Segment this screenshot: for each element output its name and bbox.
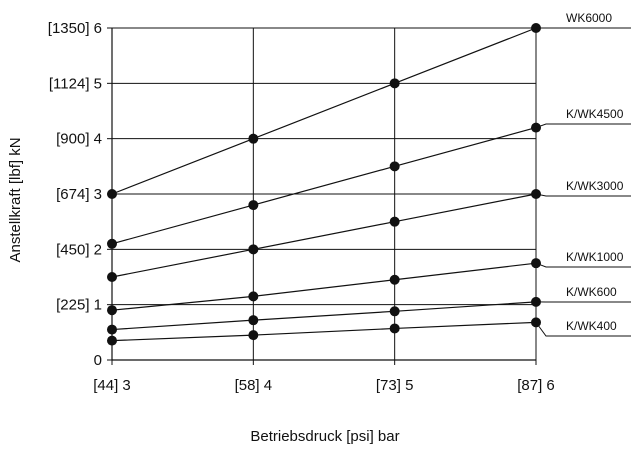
data-point: [248, 330, 259, 341]
data-point: [107, 305, 117, 316]
x-tick-label: [73] 5: [376, 377, 414, 394]
x-tick-label: [87] 6: [517, 377, 555, 394]
series-label: K/WK3000: [566, 179, 624, 193]
data-point: [107, 189, 117, 199]
series-line: [111, 193, 537, 278]
series-line: [111, 127, 537, 245]
y-tick-label: [900] 4: [56, 131, 102, 148]
label-leader: [535, 322, 631, 337]
data-point: [389, 216, 400, 227]
data-point: [389, 274, 400, 285]
data-point: [248, 291, 259, 302]
y-tick-labels: 0 [225] 1 [450] 2 [674] 3 [900] 4 [1124] 5 [13…: [48, 20, 102, 369]
data-point: [389, 306, 400, 317]
series-label: WK6000: [566, 11, 612, 25]
series-label: K/WK1000: [566, 250, 624, 264]
x-axis-title: Betriebsdruck [psi] bar: [250, 428, 399, 445]
data-point: [389, 78, 400, 89]
data-point: [107, 335, 117, 346]
y-tick-label: 0: [94, 352, 102, 369]
data-point: [248, 315, 259, 326]
data-point: [389, 323, 400, 334]
series-line: [111, 301, 537, 331]
y-tick-label: [450] 2: [56, 241, 102, 258]
y-axis-title: Anstellkraft [lbf] kN: [7, 137, 24, 262]
y-tick-label: [1124] 5: [49, 75, 102, 92]
y-tick-label: [225] 1: [56, 297, 102, 314]
series-line: [111, 262, 537, 311]
y-tick-label: [674] 3: [56, 186, 102, 203]
data-point: [531, 122, 541, 133]
x-tick-label: [58] 4: [235, 377, 273, 394]
data-point: [248, 244, 259, 255]
data-point: [107, 324, 117, 335]
data-point: [389, 161, 400, 172]
label-leader: [535, 123, 631, 129]
series-line: [111, 27, 537, 195]
data-point: [248, 133, 259, 144]
data-point: [107, 272, 117, 282]
series-label: K/WK600: [566, 285, 617, 299]
x-tick-labels: [44] 3 [58] 4 [73] 5 [87] 6: [93, 377, 555, 394]
data-point: [107, 238, 117, 249]
series-labels: WK6000 K/WK4500 K/WK3000 K/WK1000 K/WK600 K/W…: [535, 11, 631, 337]
grid: [111, 27, 537, 365]
series-line: [111, 321, 537, 342]
label-leader: [535, 262, 631, 268]
series-label: K/WK400: [566, 319, 617, 333]
x-tick-label: [44] 3: [93, 377, 131, 394]
label-leader: [535, 193, 631, 197]
y-tick-label: [1350] 6: [48, 20, 102, 37]
series-lines: [107, 23, 541, 346]
series-label: K/WK4500: [566, 107, 624, 121]
data-point: [248, 200, 259, 211]
